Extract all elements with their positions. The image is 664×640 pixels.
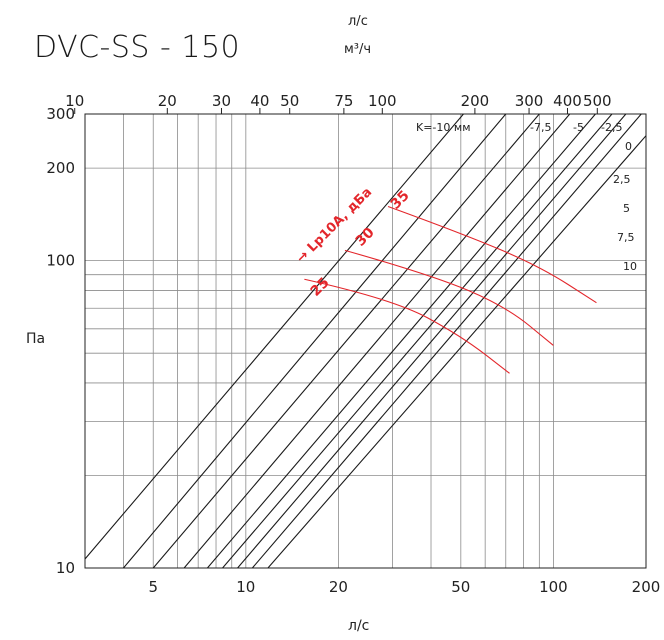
sound-curve-35 — [387, 206, 597, 304]
top-tick-label: 30 — [212, 92, 231, 110]
top-axis-unit-m3h: м³/ч — [344, 42, 372, 57]
k-curve--5 — [152, 114, 540, 568]
top-axis-unit-ls: л/с — [348, 14, 368, 29]
x-tick-label: 5 — [148, 578, 158, 596]
top-tick-label: 300 — [515, 92, 544, 110]
x-tick-label: 100 — [539, 578, 568, 596]
k-label: 7,5 — [617, 231, 635, 244]
sound-curve-30 — [344, 249, 554, 346]
k-label: 5 — [623, 202, 630, 215]
y-tick-label: 10 — [56, 559, 75, 577]
k-label: -5 — [573, 121, 584, 134]
k-label: 2,5 — [613, 173, 631, 186]
x-tick-label: 200 — [632, 578, 661, 596]
k-curve--10 — [85, 114, 464, 560]
x-tick-label: 20 — [329, 578, 348, 596]
k-curve-10 — [267, 135, 646, 568]
y-tick-label: 200 — [46, 159, 75, 177]
top-tick-label: 400 — [553, 92, 582, 110]
x-axis-label: л/с — [348, 618, 370, 634]
k-label: 10 — [623, 260, 637, 273]
k-label: -7,5 — [530, 121, 551, 134]
top-tick-label: 500 — [583, 92, 612, 110]
sound-series-label: → Lp10A, дБа — [294, 185, 375, 266]
sound-curve-25 — [304, 278, 510, 374]
k-curve-5 — [237, 114, 627, 568]
k-label: -2,5 — [601, 121, 622, 134]
top-tick-label: 40 — [250, 92, 269, 110]
top-tick-label: 10 — [65, 92, 84, 110]
y-tick-label: 300 — [46, 105, 75, 123]
top-tick-label: 75 — [334, 92, 353, 110]
plot-frame — [84, 113, 647, 569]
x-tick-label: 50 — [451, 578, 470, 596]
k-curve-7,5 — [251, 114, 642, 568]
k-curve--7,5 — [123, 114, 507, 568]
k-curve-0 — [206, 114, 596, 568]
top-tick-label: 50 — [280, 92, 299, 110]
x-tick-label: 10 — [236, 578, 255, 596]
chart-title: DVC-SS - 150 — [34, 30, 241, 65]
k-curve--2,5 — [183, 114, 571, 568]
k-label: 0 — [625, 140, 632, 153]
sound-label-35: 35 — [388, 188, 413, 213]
k-curve-2,5 — [222, 114, 613, 568]
sound-label-25: 25 — [308, 275, 333, 300]
y-axis-label: Па — [26, 331, 46, 347]
top-tick-label: 20 — [158, 92, 177, 110]
top-tick-label: 100 — [368, 92, 397, 110]
y-tick-label: 100 — [46, 252, 75, 270]
sound-label-30: 30 — [353, 224, 378, 249]
k-label-prefix: K=-10 мм — [416, 121, 471, 134]
top-tick-label: 200 — [461, 92, 490, 110]
